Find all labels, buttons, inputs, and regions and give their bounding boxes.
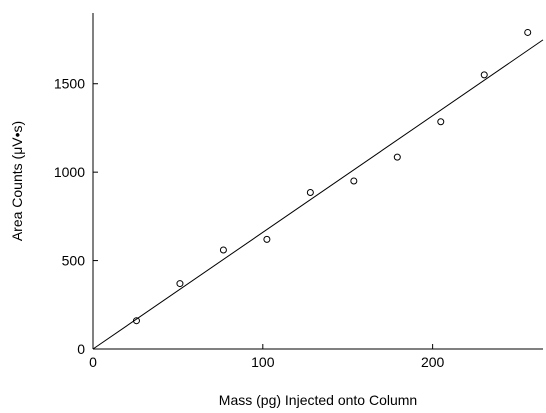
data-points <box>132 28 532 325</box>
data-point <box>132 317 140 325</box>
y-axis-label: Area Counts (μV•s) <box>9 121 25 241</box>
data-point <box>393 153 401 161</box>
axes <box>92 13 543 350</box>
data-point <box>350 177 358 185</box>
data-point <box>437 118 445 126</box>
fit-line <box>92 39 544 350</box>
data-point <box>263 235 271 243</box>
x-tick-label: 100 <box>251 354 275 370</box>
x-tick-label: 200 <box>421 354 445 370</box>
fit-line-group <box>92 39 544 350</box>
data-point <box>524 28 532 36</box>
data-point <box>480 71 488 79</box>
data-point <box>219 246 227 254</box>
y-tick-label: 0 <box>77 341 85 357</box>
y-tick-label: 500 <box>62 253 86 269</box>
x-tick-label: 0 <box>89 354 97 370</box>
y-tick-label: 1000 <box>54 164 85 180</box>
y-tick-label: 1500 <box>54 76 85 92</box>
data-point <box>176 280 184 288</box>
data-point <box>306 188 314 196</box>
ticks: 0 100 200 0 500 1000 1500 <box>54 76 445 370</box>
x-axis-label: Mass (pg) Injected onto Column <box>219 392 417 408</box>
